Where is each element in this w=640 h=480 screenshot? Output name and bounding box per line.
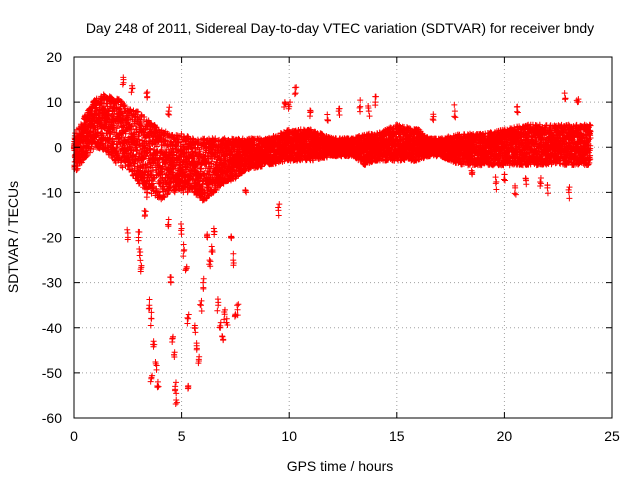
data-point bbox=[115, 134, 122, 141]
data-point bbox=[97, 121, 104, 128]
data-point bbox=[78, 159, 85, 166]
data-point bbox=[119, 127, 126, 134]
data-point bbox=[108, 121, 115, 128]
data-point bbox=[74, 165, 81, 172]
data-point bbox=[114, 141, 121, 148]
data-point bbox=[135, 132, 142, 139]
data-points bbox=[70, 74, 594, 407]
chart-title: Day 248 of 2011, Sidereal Day-to-day VTE… bbox=[86, 20, 594, 36]
data-point bbox=[87, 149, 94, 156]
data-point bbox=[136, 136, 143, 143]
data-point bbox=[117, 104, 124, 111]
data-point bbox=[126, 127, 133, 134]
data-point bbox=[135, 108, 142, 115]
data-point bbox=[90, 146, 97, 153]
data-point bbox=[82, 142, 89, 149]
data-point bbox=[110, 111, 117, 118]
data-point bbox=[121, 102, 128, 109]
data-point bbox=[73, 166, 80, 173]
data-point bbox=[129, 152, 136, 159]
data-point bbox=[119, 164, 126, 171]
